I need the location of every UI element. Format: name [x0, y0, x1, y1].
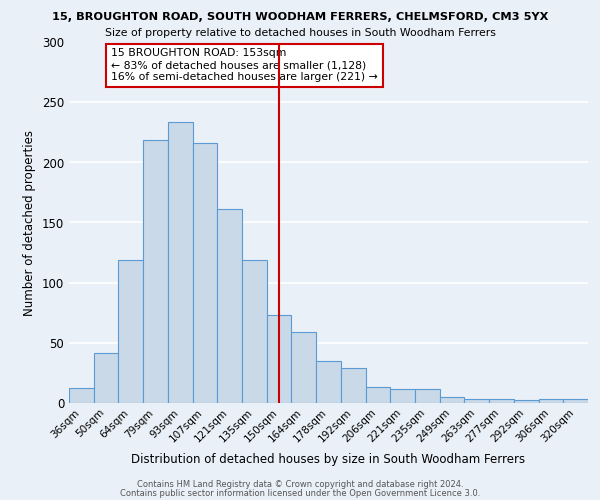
Bar [489, 399, 514, 402]
Bar [440, 396, 464, 402]
Bar [168, 122, 193, 402]
Bar [242, 260, 267, 402]
Text: Contains HM Land Registry data © Crown copyright and database right 2024.: Contains HM Land Registry data © Crown c… [137, 480, 463, 489]
Bar [341, 368, 365, 402]
Text: 15 BROUGHTON ROAD: 153sqm
← 83% of detached houses are smaller (1,128)
16% of se: 15 BROUGHTON ROAD: 153sqm ← 83% of detac… [111, 48, 378, 82]
Bar [118, 260, 143, 402]
Bar [94, 354, 118, 403]
Bar [143, 140, 168, 402]
Text: Contains public sector information licensed under the Open Government Licence 3.: Contains public sector information licen… [120, 489, 480, 498]
Bar [292, 332, 316, 402]
Bar [390, 390, 415, 402]
Bar [316, 360, 341, 403]
Bar [365, 387, 390, 402]
Bar [563, 399, 588, 402]
Bar [267, 315, 292, 402]
Y-axis label: Number of detached properties: Number of detached properties [23, 130, 37, 316]
Bar [464, 399, 489, 402]
Bar [69, 388, 94, 402]
Bar [539, 399, 563, 402]
Bar [193, 144, 217, 402]
Text: 15, BROUGHTON ROAD, SOUTH WOODHAM FERRERS, CHELMSFORD, CM3 5YX: 15, BROUGHTON ROAD, SOUTH WOODHAM FERRER… [52, 12, 548, 22]
Bar [217, 210, 242, 402]
Bar [514, 400, 539, 402]
Bar [415, 390, 440, 402]
Text: Size of property relative to detached houses in South Woodham Ferrers: Size of property relative to detached ho… [104, 28, 496, 38]
X-axis label: Distribution of detached houses by size in South Woodham Ferrers: Distribution of detached houses by size … [131, 452, 526, 466]
